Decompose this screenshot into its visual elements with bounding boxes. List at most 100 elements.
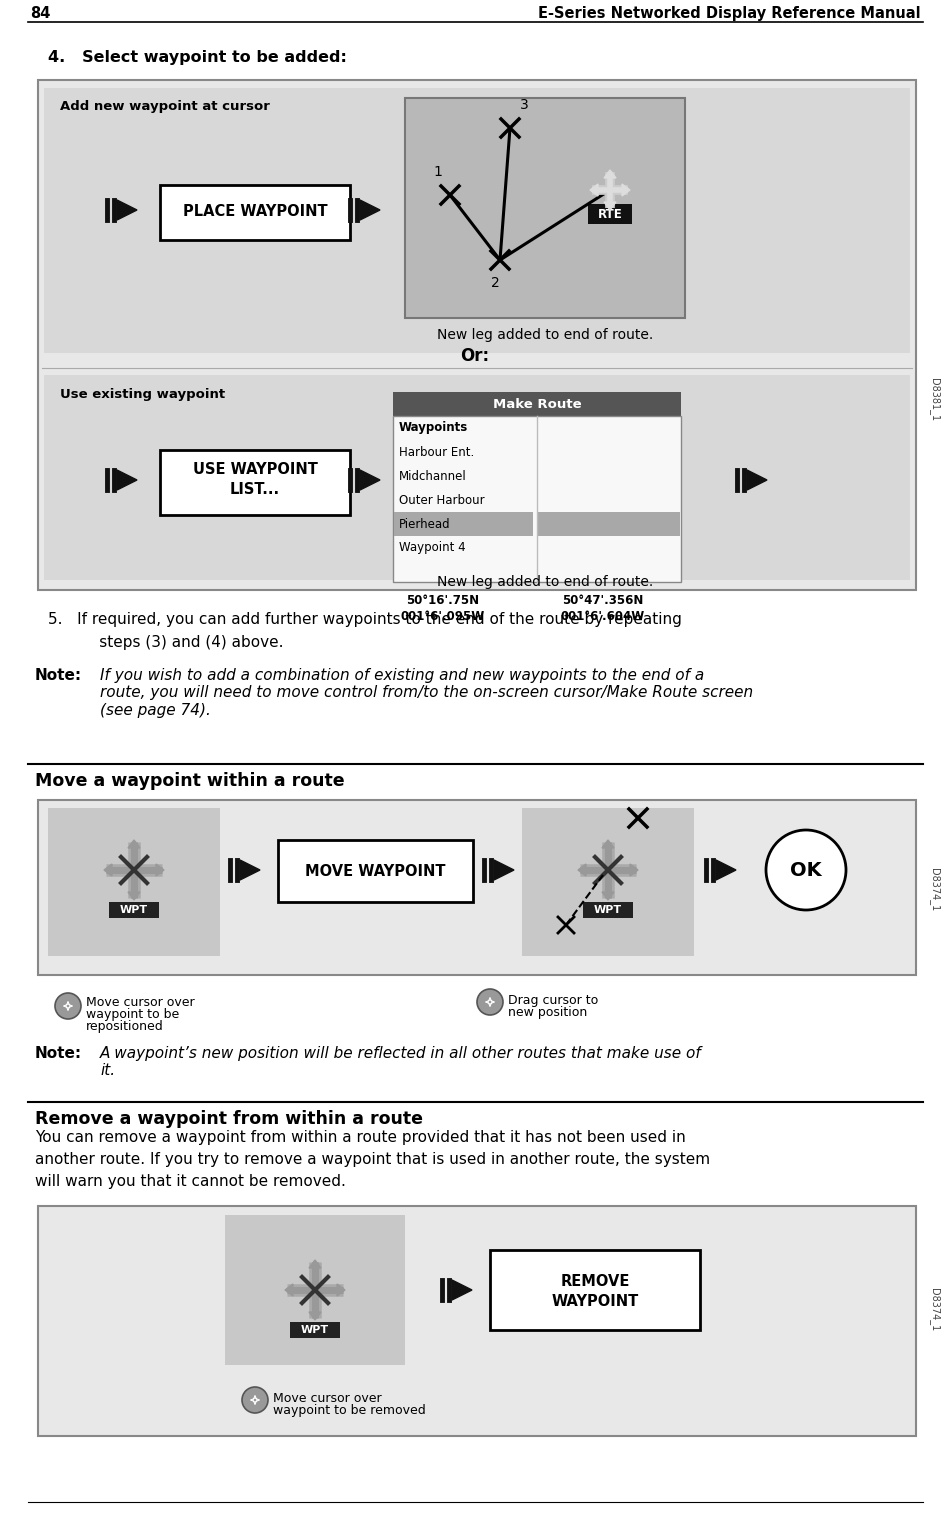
- Circle shape: [766, 829, 846, 910]
- FancyBboxPatch shape: [160, 186, 350, 240]
- Polygon shape: [452, 1280, 472, 1300]
- Text: Or:: Or:: [460, 347, 490, 365]
- Circle shape: [242, 1387, 268, 1412]
- Text: Make Route: Make Route: [493, 397, 581, 411]
- Polygon shape: [156, 864, 164, 877]
- Polygon shape: [309, 1312, 321, 1320]
- Polygon shape: [360, 199, 380, 221]
- Text: Waypoint 4: Waypoint 4: [399, 542, 466, 554]
- FancyBboxPatch shape: [405, 97, 685, 318]
- Text: Move cursor over: Move cursor over: [273, 1393, 381, 1405]
- Polygon shape: [309, 1260, 321, 1268]
- Text: 50°47'.356N: 50°47'.356N: [562, 594, 644, 607]
- FancyBboxPatch shape: [393, 393, 681, 416]
- FancyBboxPatch shape: [522, 808, 694, 956]
- Text: Note:: Note:: [35, 1046, 82, 1061]
- Polygon shape: [747, 470, 767, 490]
- Polygon shape: [337, 1285, 345, 1297]
- Polygon shape: [104, 864, 112, 877]
- Polygon shape: [604, 170, 616, 178]
- Text: new position: new position: [508, 1006, 588, 1020]
- Polygon shape: [602, 840, 614, 848]
- Text: A waypoint’s new position will be reflected in all other routes that make use of: A waypoint’s new position will be reflec…: [100, 1046, 702, 1079]
- Text: Outer Harbour: Outer Harbour: [399, 493, 485, 507]
- Polygon shape: [128, 840, 140, 848]
- Circle shape: [477, 989, 503, 1015]
- Polygon shape: [117, 470, 137, 490]
- Polygon shape: [494, 860, 514, 880]
- Text: 1: 1: [434, 164, 442, 180]
- Text: New leg added to end of route.: New leg added to end of route.: [437, 329, 653, 342]
- Text: 3: 3: [519, 97, 529, 113]
- FancyBboxPatch shape: [393, 416, 681, 581]
- Text: If you wish to add a combination of existing and new waypoints to the end of a
r: If you wish to add a combination of exis…: [100, 668, 753, 718]
- Text: LIST...: LIST...: [230, 482, 280, 498]
- Circle shape: [55, 992, 81, 1020]
- FancyBboxPatch shape: [588, 204, 632, 224]
- Text: steps (3) and (4) above.: steps (3) and (4) above.: [70, 635, 283, 650]
- Text: D8374_1: D8374_1: [929, 1289, 940, 1332]
- Text: waypoint to be: waypoint to be: [86, 1008, 179, 1021]
- Text: 001°6'.604W: 001°6'.604W: [561, 610, 645, 622]
- Polygon shape: [117, 199, 137, 221]
- FancyBboxPatch shape: [583, 903, 633, 918]
- FancyBboxPatch shape: [38, 81, 916, 591]
- Text: Waypoints: Waypoints: [399, 422, 468, 434]
- Text: waypoint to be removed: waypoint to be removed: [273, 1403, 426, 1417]
- Text: OK: OK: [790, 860, 822, 880]
- Text: Move a waypoint within a route: Move a waypoint within a route: [35, 772, 344, 790]
- Text: WPT: WPT: [301, 1326, 329, 1335]
- Text: Midchannel: Midchannel: [399, 469, 467, 482]
- Text: will warn you that it cannot be removed.: will warn you that it cannot be removed.: [35, 1173, 346, 1189]
- Polygon shape: [590, 184, 598, 196]
- Text: Remove a waypoint from within a route: Remove a waypoint from within a route: [35, 1110, 423, 1128]
- FancyBboxPatch shape: [160, 451, 350, 514]
- Polygon shape: [240, 860, 260, 880]
- Text: Add new waypoint at cursor: Add new waypoint at cursor: [60, 100, 270, 113]
- Text: REMOVE: REMOVE: [560, 1274, 630, 1289]
- Text: New leg added to end of route.: New leg added to end of route.: [437, 575, 653, 589]
- Text: Pierhead: Pierhead: [399, 517, 451, 531]
- FancyBboxPatch shape: [38, 1205, 916, 1435]
- FancyBboxPatch shape: [44, 374, 910, 580]
- Text: 5.   If required, you can add further waypoints to the end of the route by repea: 5. If required, you can add further wayp…: [48, 612, 682, 627]
- Text: 84: 84: [30, 6, 50, 21]
- FancyBboxPatch shape: [109, 903, 159, 918]
- FancyBboxPatch shape: [44, 88, 910, 353]
- Text: Note:: Note:: [35, 668, 82, 683]
- Text: 2: 2: [491, 275, 499, 291]
- Polygon shape: [604, 202, 616, 210]
- Text: Move cursor over: Move cursor over: [86, 995, 195, 1009]
- Polygon shape: [622, 184, 630, 196]
- Polygon shape: [128, 892, 140, 900]
- FancyBboxPatch shape: [38, 801, 916, 976]
- Text: WPT: WPT: [120, 906, 148, 915]
- Text: 50°16'.75N: 50°16'.75N: [406, 594, 479, 607]
- Text: E-Series Networked Display Reference Manual: E-Series Networked Display Reference Man…: [538, 6, 921, 21]
- Text: WAYPOINT: WAYPOINT: [552, 1295, 639, 1309]
- Text: repositioned: repositioned: [86, 1020, 164, 1033]
- Polygon shape: [716, 860, 736, 880]
- Polygon shape: [285, 1285, 293, 1297]
- FancyBboxPatch shape: [490, 1250, 700, 1330]
- FancyBboxPatch shape: [290, 1323, 340, 1338]
- Text: D8381_1: D8381_1: [929, 379, 940, 422]
- Text: 001°6'.095W: 001°6'.095W: [401, 610, 485, 622]
- Polygon shape: [630, 864, 638, 877]
- Text: PLACE WAYPOINT: PLACE WAYPOINT: [183, 204, 327, 219]
- Text: USE WAYPOINT: USE WAYPOINT: [192, 463, 318, 478]
- Polygon shape: [602, 892, 614, 900]
- FancyBboxPatch shape: [537, 511, 680, 536]
- Text: WPT: WPT: [594, 906, 622, 915]
- FancyBboxPatch shape: [225, 1215, 405, 1365]
- FancyBboxPatch shape: [48, 808, 220, 956]
- Text: another route. If you try to remove a waypoint that is used in another route, th: another route. If you try to remove a wa…: [35, 1152, 710, 1167]
- Text: D8374_1: D8374_1: [929, 869, 940, 912]
- Text: 4.   Select waypoint to be added:: 4. Select waypoint to be added:: [48, 50, 347, 65]
- FancyBboxPatch shape: [394, 511, 533, 536]
- Text: You can remove a waypoint from within a route provided that it has not been used: You can remove a waypoint from within a …: [35, 1129, 686, 1145]
- Text: RTE: RTE: [597, 207, 622, 221]
- FancyBboxPatch shape: [278, 840, 473, 903]
- Text: MOVE WAYPOINT: MOVE WAYPOINT: [304, 863, 445, 878]
- Text: Use existing waypoint: Use existing waypoint: [60, 388, 225, 400]
